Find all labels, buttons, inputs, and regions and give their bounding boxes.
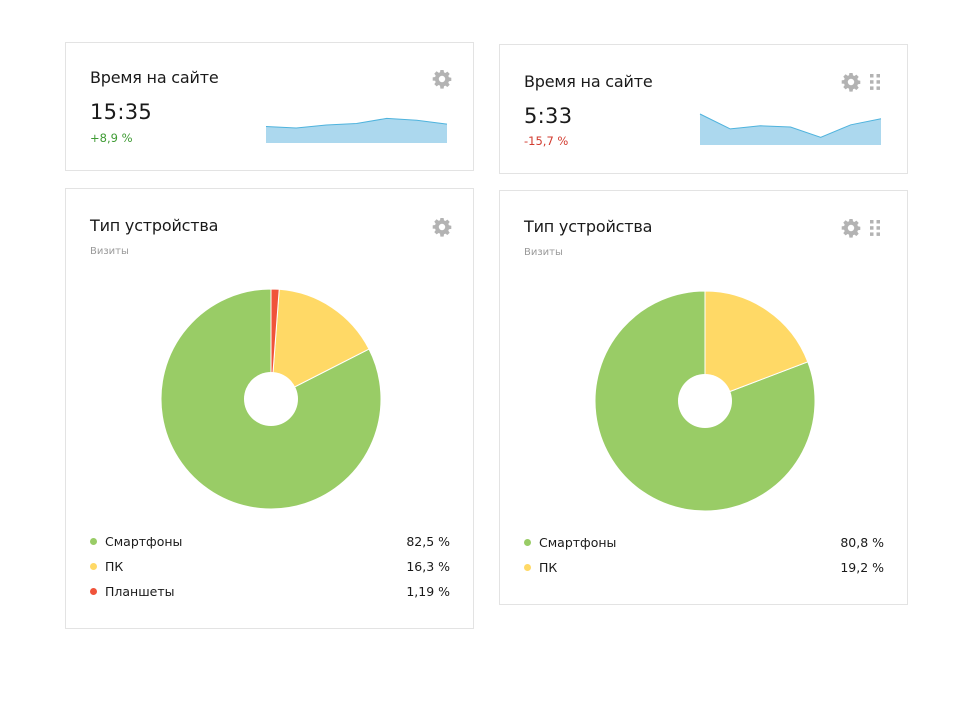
legend-item-smartphones: Смартфоны 82,5 %: [90, 534, 450, 550]
time-sparkline: [265, 117, 448, 143]
legend-dot: [90, 538, 97, 545]
legend-dot: [90, 563, 97, 570]
device-pie-chart: [594, 290, 816, 512]
widget-title: Тип устройства: [524, 217, 653, 236]
time-on-site-widget-2: Время на сайте 5:33 -15,7 %: [499, 44, 908, 174]
legend-dot: [90, 588, 97, 595]
legend-label: Планшеты: [105, 584, 175, 599]
gear-icon[interactable]: [432, 69, 452, 89]
time-value: 5:33: [524, 104, 573, 128]
gear-icon[interactable]: [841, 218, 861, 238]
widget-subtitle: Визиты: [524, 247, 563, 258]
time-value: 15:35: [90, 100, 153, 124]
pie-slice-1: [270, 288, 370, 400]
legend-value: 16,3 %: [406, 559, 450, 574]
gear-icon[interactable]: [841, 72, 861, 92]
widget-subtitle: Визиты: [90, 246, 129, 257]
donut-hole: [678, 374, 732, 428]
legend-value: 82,5 %: [406, 534, 450, 549]
legend-item-tablets: Планшеты 1,19 %: [90, 584, 450, 600]
time-sparkline: [699, 113, 882, 145]
legend-value: 80,8 %: [840, 535, 884, 550]
sparkline-line: [699, 113, 882, 138]
device-pie-chart: [160, 288, 382, 510]
widget-title: Время на сайте: [524, 72, 653, 91]
drag-handle-icon[interactable]: [869, 219, 881, 237]
sparkline-line: [265, 117, 448, 129]
pie-slice-1: [704, 290, 809, 402]
legend-item-pc: ПК 16,3 %: [90, 559, 450, 575]
time-delta: +8,9 %: [90, 131, 133, 145]
pie-slice-2: [270, 288, 280, 400]
legend-label: Смартфоны: [539, 535, 617, 550]
drag-handle-icon[interactable]: [869, 73, 881, 91]
legend-value: 1,19 %: [406, 584, 450, 599]
time-delta: -15,7 %: [524, 134, 569, 148]
legend-label: Смартфоны: [105, 534, 183, 549]
legend-label: ПК: [105, 559, 124, 574]
donut-hole: [244, 372, 298, 426]
widget-title: Время на сайте: [90, 68, 219, 87]
gear-icon[interactable]: [432, 217, 452, 237]
device-type-widget-2: Тип устройства Визиты Смартфоны 80,8 % П…: [499, 190, 908, 605]
legend-label: ПК: [539, 560, 558, 575]
legend-item-smartphones: Смартфоны 80,8 %: [524, 535, 884, 551]
legend-dot: [524, 564, 531, 571]
sparkline-area: [266, 118, 447, 143]
device-type-widget-1: Тип устройства Визиты Смартфоны 82,5 % П…: [65, 188, 474, 629]
sparkline-area: [700, 114, 881, 145]
widget-title: Тип устройства: [90, 216, 219, 235]
legend-value: 19,2 %: [840, 560, 884, 575]
legend-dot: [524, 539, 531, 546]
legend-item-pc: ПК 19,2 %: [524, 560, 884, 576]
time-on-site-widget-1: Время на сайте 15:35 +8,9 %: [65, 42, 474, 171]
